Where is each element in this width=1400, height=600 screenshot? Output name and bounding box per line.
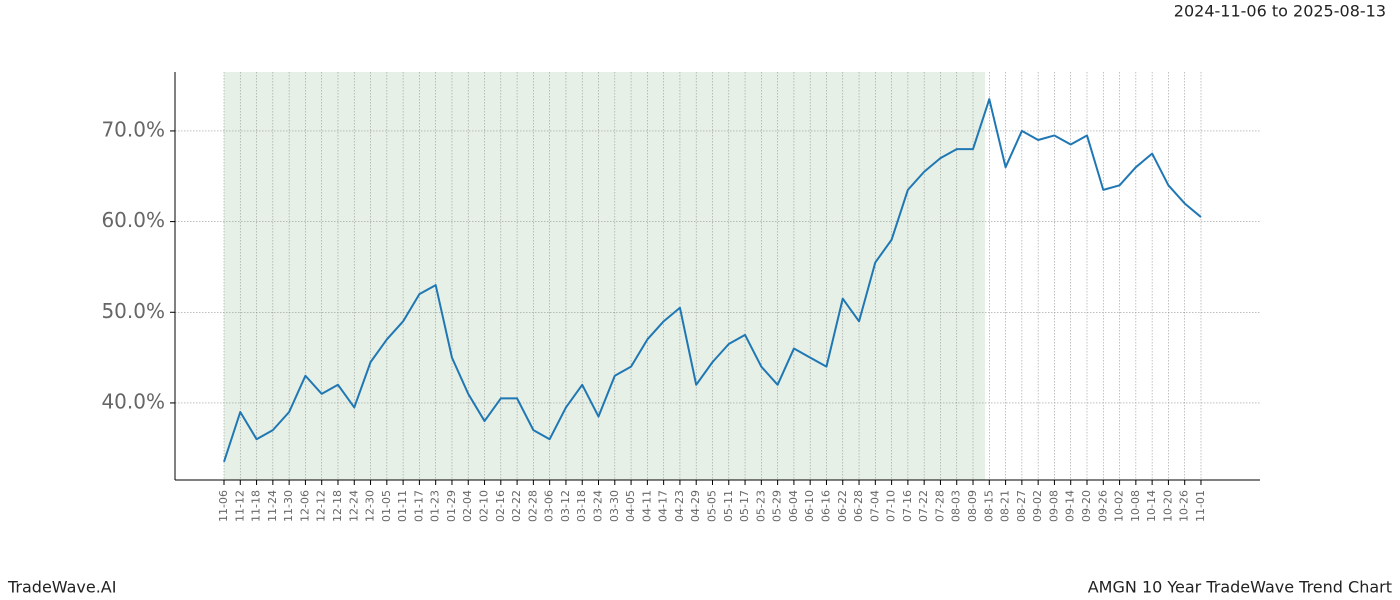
x-tick-label: 07-22 (917, 490, 930, 522)
x-tick-label: 08-09 (966, 490, 979, 522)
x-tick-label: 09-20 (1080, 490, 1093, 522)
chart-title: 2024-11-06 to 2025-08-13 (1174, 2, 1386, 21)
x-tick-label: 02-22 (510, 490, 523, 522)
y-tick-label: 50.0% (101, 299, 165, 323)
x-tick-label: 02-28 (526, 490, 539, 522)
x-tick-label: 03-24 (592, 490, 605, 522)
y-tick-label: 60.0% (101, 208, 165, 232)
x-tick-label: 04-29 (689, 490, 702, 522)
highlight-region (224, 72, 985, 480)
x-tick-label: 08-21 (999, 490, 1012, 522)
x-tick-label: 11-06 (217, 490, 230, 522)
line-series (223, 98, 1202, 463)
x-tick-label: 12-18 (331, 490, 344, 522)
x-tick-label: 03-30 (608, 490, 621, 522)
x-tick-label: 12-24 (347, 490, 360, 522)
x-tick-label: 11-12 (233, 490, 246, 522)
x-tick-label: 06-04 (787, 490, 800, 522)
x-tick-label: 07-10 (885, 490, 898, 522)
x-tick-label: 11-01 (1194, 490, 1207, 522)
x-tick-label: 09-14 (1064, 490, 1077, 522)
y-tick-label: 70.0% (101, 117, 165, 141)
x-tick-label: 04-11 (640, 490, 653, 522)
x-tick-label: 09-26 (1096, 490, 1109, 522)
x-tick-label: 10-02 (1113, 490, 1126, 522)
x-tick-label: 08-03 (950, 490, 963, 522)
y-tick-label: 40.0% (101, 389, 165, 413)
x-tick-label: 08-27 (1015, 490, 1028, 522)
x-tick-label: 05-11 (722, 490, 735, 522)
x-tick-label: 09-08 (1047, 490, 1060, 522)
x-tick-label: 04-23 (673, 490, 686, 522)
x-tick-label: 11-30 (282, 490, 295, 522)
x-tick-label: 11-18 (250, 490, 263, 522)
x-tick-label: 12-30 (364, 490, 377, 522)
x-tick-label: 10-14 (1145, 490, 1158, 522)
x-tick-label: 05-23 (754, 490, 767, 522)
x-tick-label: 01-23 (429, 490, 442, 522)
x-tick-label: 02-10 (478, 490, 491, 522)
x-tick-label: 03-06 (543, 490, 556, 522)
plot (223, 98, 1202, 463)
x-tick-label: 03-12 (559, 490, 572, 522)
grid (175, 72, 1260, 480)
x-tick-label: 03-18 (575, 490, 588, 522)
x-tick-label: 06-16 (819, 490, 832, 522)
x-tick-label: 02-16 (494, 490, 507, 522)
x-tick-label: 05-29 (771, 490, 784, 522)
x-tick-label: 05-05 (705, 490, 718, 522)
x-tick-label: 06-22 (836, 490, 849, 522)
x-tick-label: 10-08 (1129, 490, 1142, 522)
x-tick-label: 06-28 (852, 490, 865, 522)
x-tick-label: 07-28 (933, 490, 946, 522)
x-tick-label: 04-17 (657, 490, 670, 522)
x-tick-label: 01-11 (396, 490, 409, 522)
x-tick-label: 05-17 (738, 490, 751, 522)
x-tick-label: 07-04 (868, 490, 881, 522)
footer-left: TradeWave.AI (7, 578, 116, 597)
x-tick-label: 01-17 (412, 490, 425, 522)
x-tick-label: 01-29 (445, 490, 458, 522)
x-tick-label: 04-05 (624, 490, 637, 522)
x-tick-label: 08-15 (982, 490, 995, 522)
x-tick-label: 12-06 (298, 490, 311, 522)
x-tick-label: 02-04 (461, 490, 474, 522)
footer-right: AMGN 10 Year TradeWave Trend Chart (1088, 578, 1392, 597)
x-tick-label: 11-24 (266, 490, 279, 522)
x-tick-label: 10-26 (1178, 490, 1191, 522)
x-tick-label: 01-05 (380, 490, 393, 522)
x-tick-label: 12-12 (315, 490, 328, 522)
x-tick-label: 06-10 (803, 490, 816, 522)
x-tick-label: 07-16 (901, 490, 914, 522)
x-tick-label: 09-02 (1031, 490, 1044, 522)
x-tick-label: 10-20 (1161, 490, 1174, 522)
